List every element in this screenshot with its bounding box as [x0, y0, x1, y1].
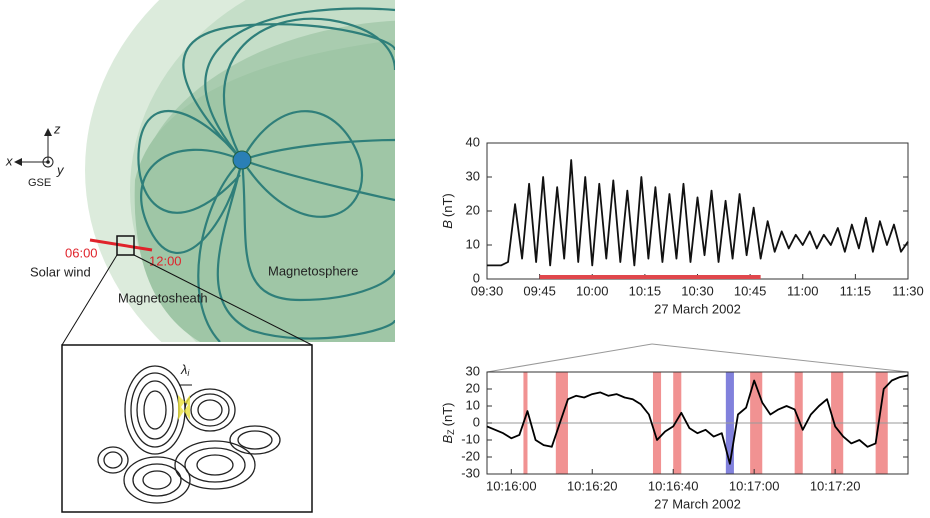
time-start: 06:00: [65, 245, 98, 260]
x-tick-label: 11:30: [892, 283, 924, 298]
zoom-line: [61, 254, 118, 346]
x-tick-label: 10:15: [629, 283, 662, 298]
x-tick-label: 11:00: [787, 283, 819, 298]
y-label-symbol: B: [440, 435, 455, 444]
y-label-unit: (nT): [440, 193, 455, 217]
axis-y: y: [56, 162, 65, 177]
magnetosphere-label: Magnetosphere: [268, 263, 358, 278]
y-tick-label: 30: [466, 363, 480, 378]
y-axis-label: BZ (nT): [440, 402, 456, 443]
lambda: λ: [180, 362, 187, 377]
x-tick-label: 09:45: [523, 283, 556, 298]
x-tick-label: 10:16:40: [648, 478, 699, 493]
frame-label: GSE: [28, 177, 51, 189]
y-tick-label: 0: [473, 270, 480, 285]
axis-z: z: [53, 121, 61, 136]
lambda-subscript: i: [187, 368, 190, 378]
x-axis-label: 27 March 2002: [654, 301, 741, 316]
y-axis-label: B (nT): [440, 193, 455, 229]
y-label-symbol: B: [440, 220, 455, 229]
y-tick-label: 10: [466, 397, 480, 412]
x-tick-label: 10:17:20: [810, 478, 861, 493]
y-tick-label: 20: [466, 202, 480, 217]
y-tick-label: 30: [466, 168, 480, 183]
y-tick-label: -20: [461, 448, 480, 463]
solar-wind-label: Solar wind: [30, 264, 91, 279]
zoom-line: [133, 254, 313, 346]
field-lines: [137, 7, 395, 342]
trajectory: [89, 238, 153, 252]
x-tick-label: 11:15: [840, 283, 872, 298]
x-axis-label: 27 March 2002: [654, 496, 741, 511]
x-tick-label: 10:16:00: [486, 478, 537, 493]
x-tick-label: 09:30: [471, 283, 504, 298]
y-label-subscript: Z: [446, 429, 456, 435]
island-contours: [97, 365, 281, 504]
data-line: [487, 159, 909, 267]
y-tick-label: 0: [473, 414, 480, 429]
y-tick-label: -10: [461, 431, 480, 446]
y-tick-label: -30: [461, 465, 480, 480]
magnetosheath-label: Magnetosheath: [118, 290, 208, 305]
y-tick-label: 20: [466, 380, 480, 395]
x-tick-label: 10:30: [681, 283, 714, 298]
y-tick-label: 40: [466, 134, 480, 149]
data-line: [486, 374, 909, 465]
magnetosphere-illustration: [85, 0, 395, 342]
zoom-connector: [486, 343, 909, 373]
inset-label: λi: [180, 362, 190, 378]
y-label-unit: (nT): [440, 402, 455, 426]
x-tick-label: 10:16:20: [567, 478, 618, 493]
y-tick-label: 10: [466, 236, 480, 251]
time-end: 12:00: [149, 253, 182, 268]
x-tick-label: 10:00: [576, 283, 609, 298]
x-tick-label: 10:45: [734, 283, 767, 298]
gse-axes: z x y GSE: [5, 121, 65, 188]
x-tick-label: 10:17:00: [729, 478, 780, 493]
axis-x: x: [5, 153, 13, 168]
zoom-box: [116, 235, 135, 256]
